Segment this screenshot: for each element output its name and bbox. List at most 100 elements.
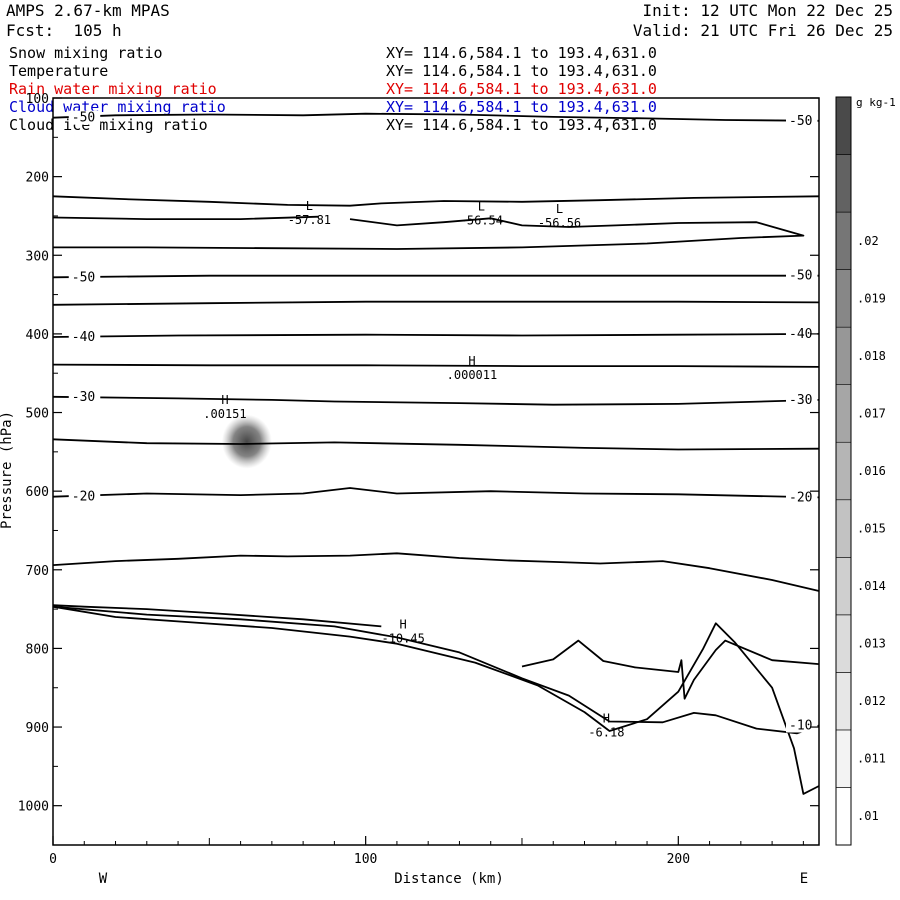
snow-shading — [221, 414, 272, 469]
colorbar-swatch — [835, 326, 852, 385]
x-tick-label: 200 — [667, 852, 690, 867]
extremum-value: -6.18 — [588, 726, 624, 740]
extremum-marker: H — [603, 712, 610, 726]
colorbar-label: .01 — [857, 809, 879, 823]
colorbar-swatch — [835, 499, 852, 558]
colorbar-swatch — [835, 787, 852, 846]
colorbar-label: .019 — [857, 291, 886, 305]
valid-time: Valid: 21 UTC Fri 26 Dec 25 — [632, 21, 893, 40]
colorbar-swatch — [835, 729, 852, 788]
temperature-contour — [52, 215, 319, 220]
field-xy-range: XY= 114.6,584.1 to 193.4,631.0 — [386, 98, 657, 116]
plot-frame — [52, 97, 820, 846]
field-name: Snow mixing ratio — [9, 44, 163, 62]
x-tick-label: 100 — [354, 852, 377, 867]
y-tick-label: 100 — [26, 92, 49, 107]
colorbar-label: .017 — [857, 406, 886, 420]
temperature-contour — [52, 395, 820, 406]
temperature-contour — [52, 552, 820, 592]
east-label: E — [800, 871, 808, 887]
field-xy-range: XY= 114.6,584.1 to 193.4,631.0 — [386, 44, 657, 62]
extremum-marker: L — [478, 200, 485, 214]
contour-label: -30 — [72, 390, 95, 405]
forecast-hour: Fcst: 105 h — [6, 21, 122, 40]
colorbar-swatch — [835, 441, 852, 501]
field-name: Temperature — [9, 62, 109, 80]
contour-label-bg — [786, 326, 818, 341]
contour-label: -50 — [72, 111, 95, 126]
extremum-value: -56.56 — [538, 216, 581, 230]
temperature-contour — [52, 604, 382, 628]
temperature-contour — [52, 112, 820, 122]
extremum-value: .000011 — [447, 368, 498, 382]
contour-label: -20 — [789, 490, 812, 505]
y-tick-label: 400 — [26, 328, 49, 343]
y-tick-label: 200 — [26, 171, 49, 186]
contour-label-bg — [786, 392, 818, 407]
extremum-marker: H — [468, 354, 475, 368]
contour-label-bg — [68, 489, 101, 504]
surface-line — [52, 605, 820, 795]
temperature-contour — [521, 639, 820, 700]
x-axis-title: Distance (km) — [394, 871, 504, 887]
colorbar-frame — [835, 96, 852, 846]
contour-label: -50 — [789, 269, 812, 284]
colorbar-label: .016 — [857, 464, 886, 478]
temperature-contour — [52, 195, 820, 207]
extremum-marker: L — [306, 199, 313, 213]
contour-label-bg — [786, 113, 818, 128]
y-tick-label: 800 — [26, 642, 49, 657]
extremum-value: -10.45 — [381, 631, 424, 645]
temperature-contour — [52, 487, 820, 499]
field-xy-range: XY= 114.6,584.1 to 193.4,631.0 — [386, 116, 657, 134]
colorbar-swatch — [835, 96, 852, 155]
colorbar-swatch — [835, 672, 852, 731]
temperature-contour — [52, 333, 820, 338]
contour-label: -50 — [789, 114, 812, 129]
extremum-marker: H — [400, 617, 407, 631]
extremum-value: .00151 — [203, 407, 246, 421]
x-tick-label: 0 — [49, 852, 57, 867]
y-tick-label: 600 — [26, 485, 49, 500]
contour-label: -10 — [789, 718, 812, 733]
contour-label-bg — [68, 389, 101, 404]
model-title: AMPS 2.67-km MPAS — [6, 1, 170, 20]
field-name: Cloud ice mixing ratio — [9, 116, 208, 134]
temperature-contour — [52, 605, 820, 735]
init-time: Init: 12 UTC Mon 22 Dec 25 — [642, 1, 893, 20]
colorbar-label: .02 — [857, 234, 879, 248]
contour-label: -40 — [72, 330, 95, 345]
extremum-value: -57.81 — [288, 213, 331, 227]
temperature-contour — [52, 300, 820, 306]
colorbar-swatch — [835, 384, 852, 443]
y-tick-label: 500 — [26, 407, 49, 422]
west-label: W — [99, 871, 108, 887]
temperature-contour — [52, 363, 820, 368]
colorbar-label: .013 — [857, 637, 886, 651]
colorbar-label: .011 — [857, 752, 886, 766]
extremum-value: -56.54 — [460, 214, 503, 228]
colorbar-swatch — [835, 614, 852, 673]
extremum-marker: L — [556, 202, 563, 216]
temperature-contour — [52, 274, 819, 279]
field-xy-range: XY= 114.6,584.1 to 193.4,631.0 — [386, 80, 657, 98]
contour-label-bg — [68, 270, 101, 285]
y-tick-label: 900 — [26, 721, 49, 736]
colorbar-swatch — [835, 557, 852, 616]
colorbar-title: g kg-1 — [856, 96, 896, 109]
contour-label-bg — [786, 490, 818, 505]
contour-label-bg — [786, 268, 818, 283]
colorbar-label: .018 — [857, 349, 886, 363]
y-tick-label: 300 — [26, 249, 49, 264]
y-axis-title: Pressure (hPa) — [0, 411, 15, 529]
contour-label: -50 — [72, 270, 95, 285]
colorbar-swatch — [835, 269, 852, 328]
contour-label-bg — [68, 110, 101, 125]
colorbar-label: .015 — [857, 522, 886, 536]
contour-label: -20 — [72, 490, 95, 505]
field-xy-range: XY= 114.6,584.1 to 193.4,631.0 — [386, 62, 657, 80]
colorbar-swatch — [835, 211, 852, 270]
field-name: Rain water mixing ratio — [9, 80, 217, 98]
contour-label-bg — [68, 330, 101, 345]
